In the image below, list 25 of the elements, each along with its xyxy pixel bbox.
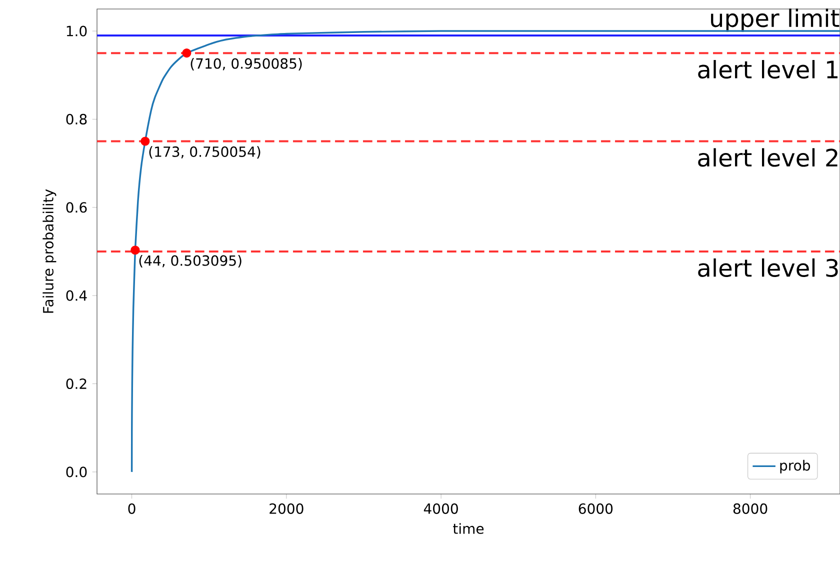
x-tick-label: 4000 (424, 503, 458, 514)
annotation: (710, 0.950085) (190, 58, 302, 70)
ref-line-label: upper limit (711, 8, 840, 32)
y-tick-label: 0.8 (66, 114, 87, 125)
ref-line-label: alert level 1 (698, 60, 838, 79)
y-axis-title: Failure probability (42, 189, 56, 313)
point (140, 136, 150, 146)
y-tick-label: 0.6 (66, 202, 87, 213)
point (130, 246, 140, 255)
legend-label: prob (780, 460, 810, 474)
ref-line-label: alert level 3 (698, 258, 838, 277)
x-axis-title: time (453, 523, 484, 534)
y-tick-label: 0.0 (66, 466, 87, 478)
y-tick-label: 0.2 (66, 378, 86, 390)
x-tick-label: 8000 (733, 503, 768, 514)
ref-line-label: alert level 2 (698, 148, 838, 167)
line-series (130, 30, 840, 473)
x-tick-label: 0 (128, 503, 136, 514)
x-tick-label: 2000 (270, 503, 304, 514)
point (182, 48, 192, 58)
y-tick-label: 1.0 (66, 26, 87, 36)
annotation: (173, 0.750054) (149, 146, 260, 159)
y-tick-label: 0.4 (66, 290, 87, 301)
x-tick-label: 6000 (578, 503, 613, 514)
annotation: (44, 0.503095) (139, 255, 242, 268)
